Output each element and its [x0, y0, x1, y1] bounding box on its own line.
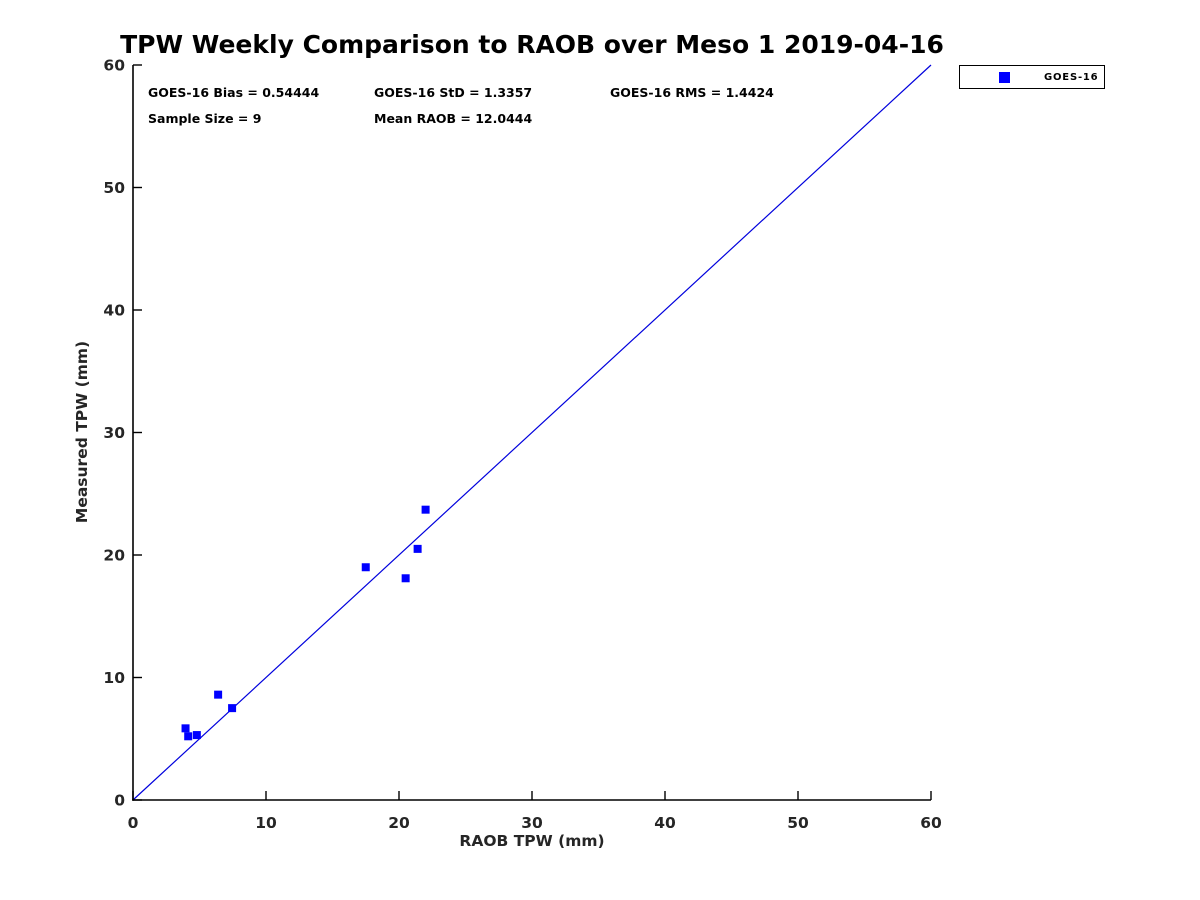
chart-title: TPW Weekly Comparison to RAOB over Meso …	[120, 30, 944, 59]
x-tick-label: 60	[920, 814, 942, 832]
data-point-marker	[192, 731, 201, 740]
x-tick-label: 10	[255, 814, 277, 832]
y-tick-label: 0	[114, 792, 125, 810]
y-tick-label: 60	[103, 57, 125, 75]
x-tick-label: 30	[521, 814, 543, 832]
legend-square-marker-icon	[999, 71, 1010, 83]
y-tick-label: 30	[103, 424, 125, 442]
data-point-marker	[181, 724, 190, 733]
y-tick-label: 40	[103, 302, 125, 320]
stat-sample-size: Sample Size = 9	[148, 111, 262, 126]
x-tick-label: 40	[654, 814, 676, 832]
y-tick-label: 20	[103, 547, 125, 565]
y-tick-label: 50	[103, 179, 125, 197]
x-axis-label: RAOB TPW (mm)	[459, 832, 605, 850]
data-point-marker	[413, 544, 422, 553]
data-point-marker	[401, 574, 410, 583]
x-tick-label: 0	[128, 814, 139, 832]
legend: GOES-16	[959, 65, 1105, 89]
stat-std: GOES-16 StD = 1.3357	[374, 85, 533, 100]
data-point-marker	[184, 732, 193, 741]
identity-line	[132, 64, 932, 801]
stat-rms: GOES-16 RMS = 1.4424	[610, 85, 774, 100]
legend-series-label: GOES-16	[1044, 71, 1099, 83]
x-tick-label: 20	[388, 814, 410, 832]
data-point-marker	[228, 704, 237, 713]
x-tick-label: 50	[787, 814, 809, 832]
data-point-marker	[214, 690, 223, 699]
stat-mean-raob: Mean RAOB = 12.0444	[374, 111, 533, 126]
stat-bias: GOES-16 Bias = 0.54444	[148, 85, 320, 100]
data-point-marker	[361, 563, 370, 572]
y-axis-label: Measured TPW (mm)	[73, 340, 91, 524]
data-point-marker	[421, 505, 430, 514]
y-tick-label: 10	[103, 669, 125, 687]
